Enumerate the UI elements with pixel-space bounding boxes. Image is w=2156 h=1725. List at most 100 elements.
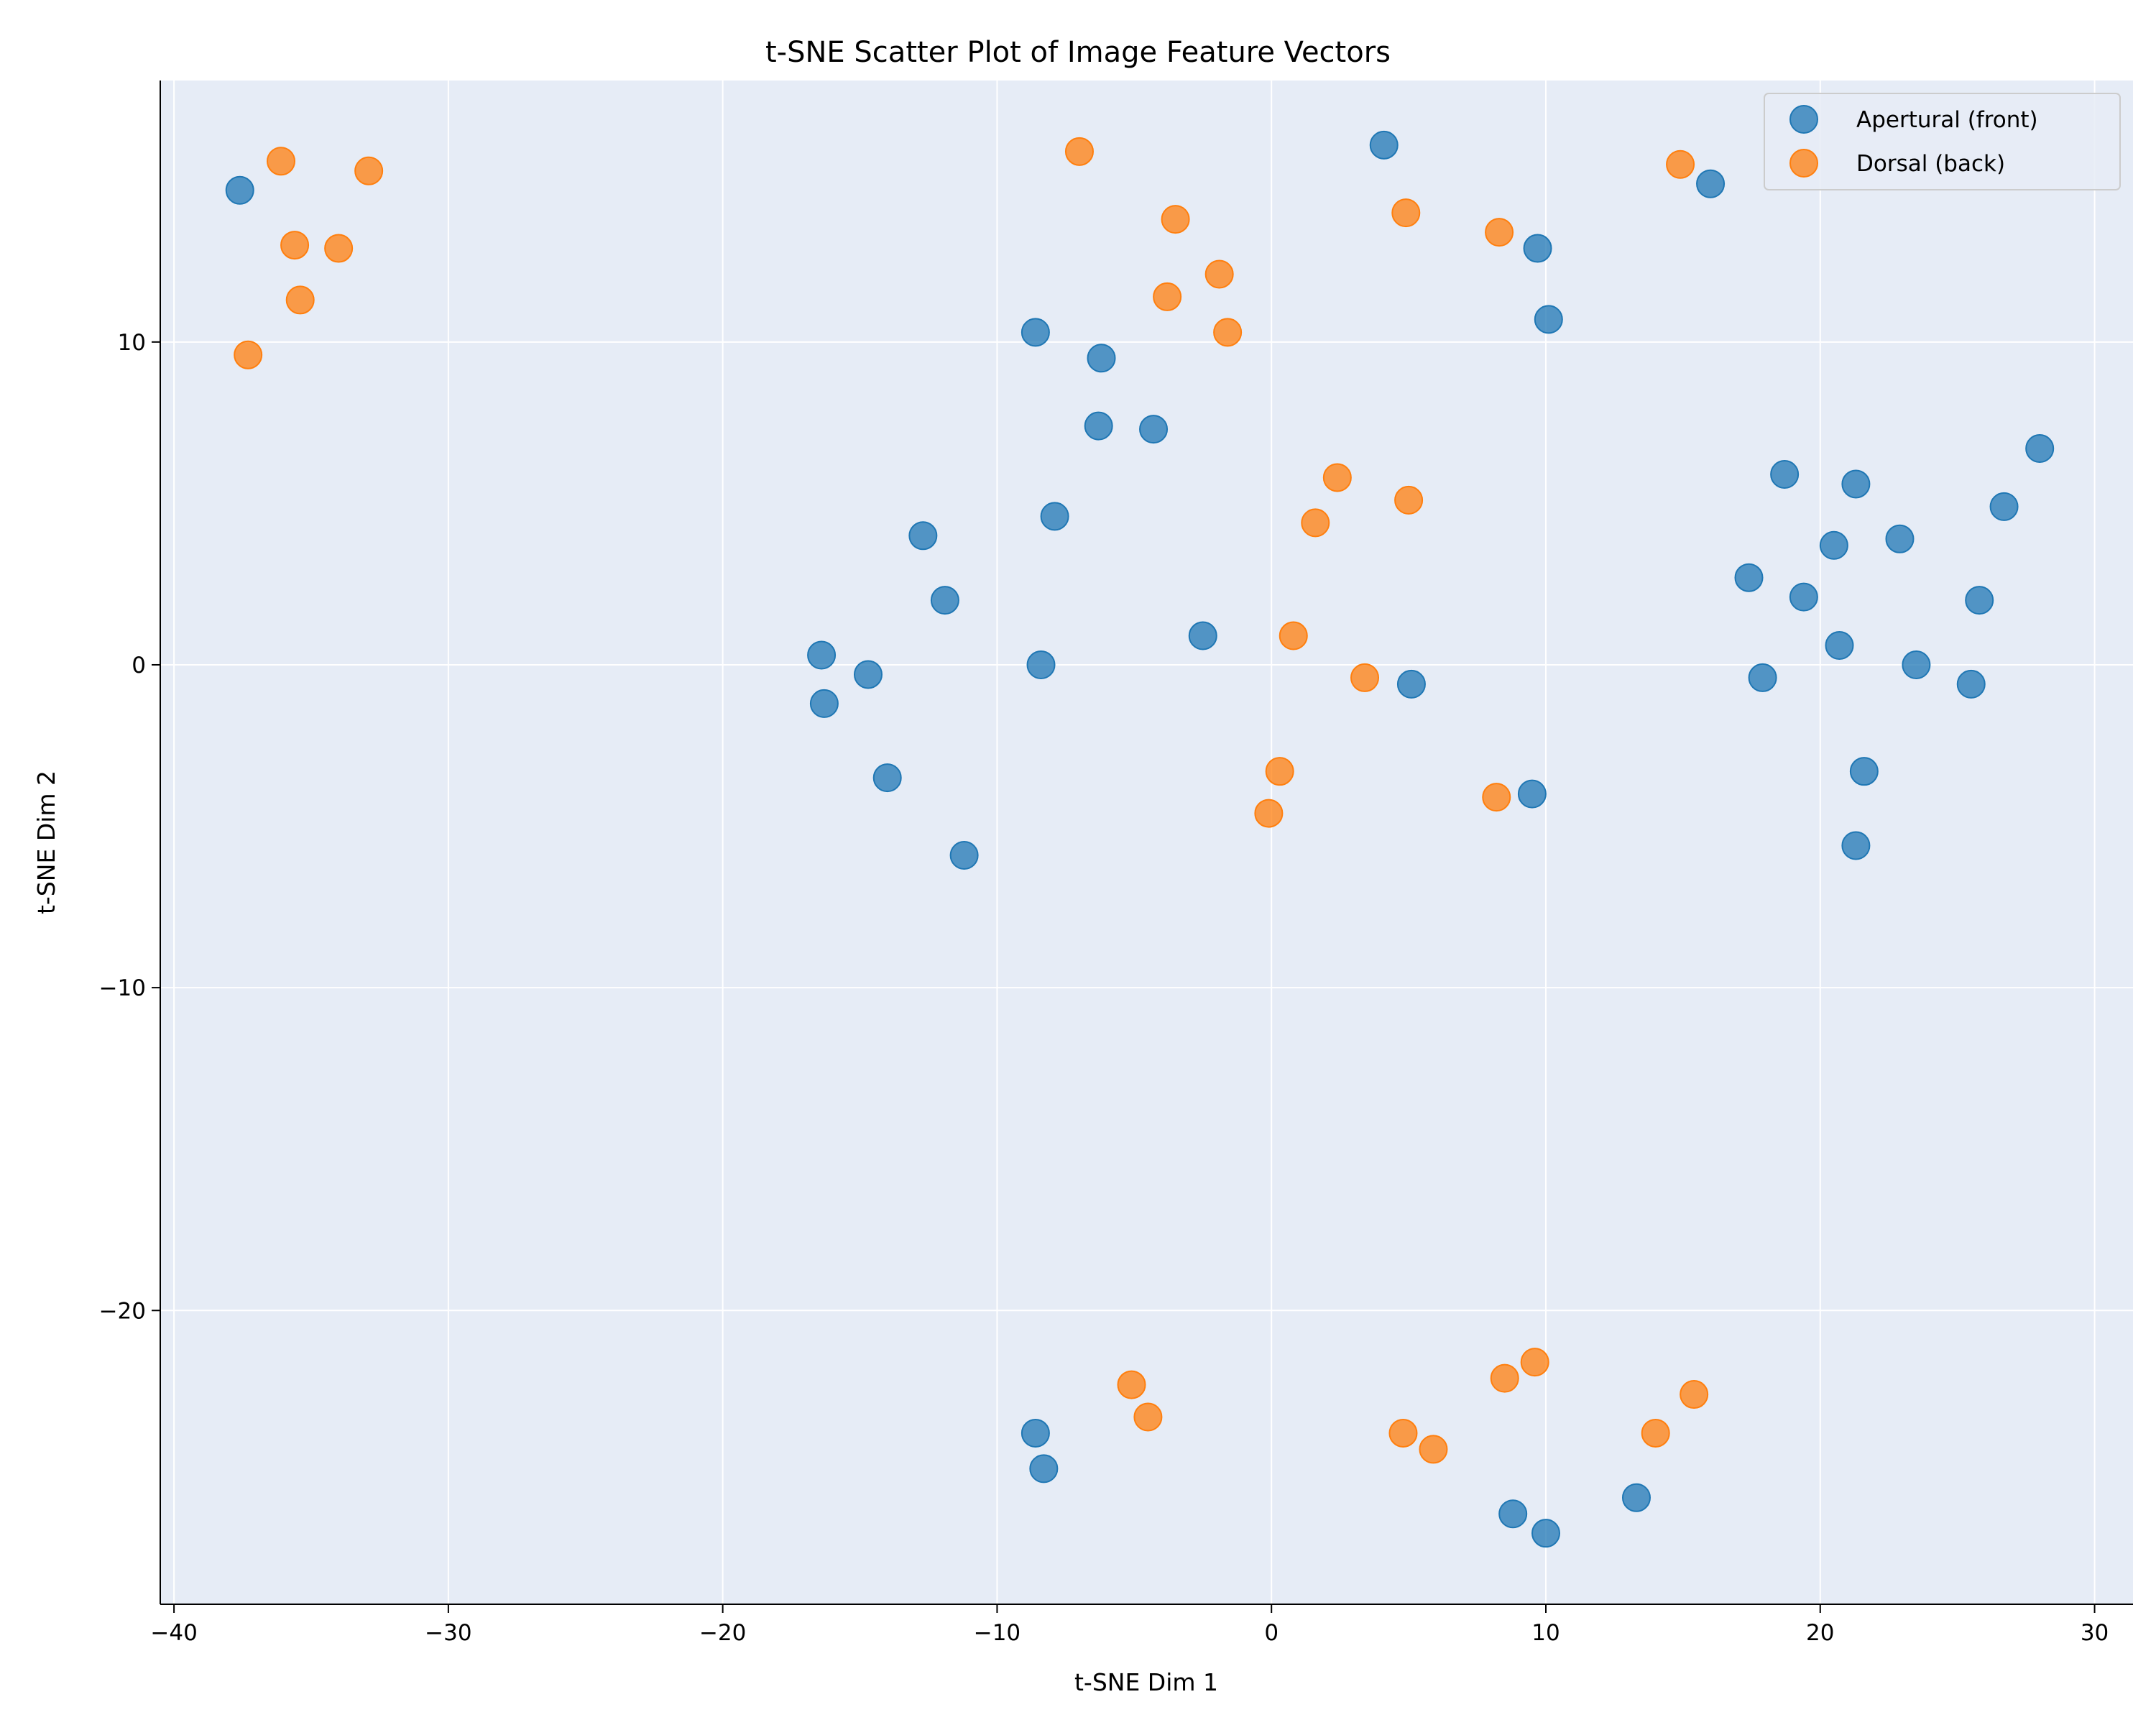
- scatter-point: [1621, 1483, 1651, 1512]
- scatter-point: [1350, 663, 1380, 692]
- scatter-point: [1520, 1348, 1549, 1377]
- scatter-point: [1485, 218, 1514, 247]
- legend-box: [1764, 93, 2121, 190]
- legend: Apertural (front) Dorsal (back): [1764, 93, 2121, 190]
- scatter-point: [1322, 463, 1352, 492]
- scatter-point: [1885, 524, 1915, 553]
- x-axis-ticks: −40 −30 −20 −10 0 10 20 30: [150, 1604, 2109, 1646]
- scatter-point: [1666, 150, 1695, 179]
- y-tick-label: −10: [99, 975, 146, 1001]
- scatter-point: [1213, 318, 1243, 347]
- scatter-point: [1117, 1370, 1146, 1399]
- x-tick-label: −30: [425, 1620, 471, 1646]
- scatter-point: [1369, 130, 1399, 160]
- scatter-point: [1139, 415, 1169, 444]
- scatter-point: [1188, 621, 1217, 650]
- scatter-point: [1388, 1418, 1418, 1448]
- grid-lines: [160, 80, 2133, 1604]
- scatter-point: [1391, 198, 1421, 228]
- scatter-point: [1789, 582, 1818, 612]
- scatter-point: [1517, 779, 1547, 809]
- x-tick-label: −10: [974, 1620, 1021, 1646]
- y-tick-label: 0: [132, 653, 146, 678]
- scatter-point: [949, 840, 979, 870]
- legend-marker-dorsal: [1789, 149, 1818, 178]
- scatter-point: [1680, 1380, 1709, 1409]
- x-axis-label: t-SNE Dim 1: [1074, 1668, 1218, 1696]
- scatter-point: [1084, 411, 1113, 441]
- scatter-point: [1819, 530, 1848, 560]
- scatter-point: [809, 689, 839, 718]
- plot-area: [160, 80, 2133, 1604]
- legend-label-dorsal: Dorsal (back): [1856, 151, 2005, 177]
- scatter-point: [1265, 757, 1294, 786]
- scatter-point: [1965, 586, 1994, 615]
- scatter-point: [1021, 318, 1050, 347]
- scatter-point: [930, 586, 959, 615]
- scatter-point: [2025, 434, 2055, 464]
- scatter-point: [872, 763, 902, 793]
- x-tick-label: −20: [699, 1620, 746, 1646]
- scatter-point: [1849, 757, 1879, 786]
- scatter-point: [1153, 282, 1182, 311]
- scatter-point: [1490, 1363, 1519, 1393]
- scatter-point: [266, 147, 295, 176]
- scatter-point: [280, 231, 310, 260]
- scatter-point: [285, 285, 315, 315]
- chart-title: t-SNE Scatter Plot of Image Feature Vect…: [765, 36, 1391, 69]
- scatter-point: [225, 175, 254, 205]
- scatter-point: [807, 640, 837, 670]
- axes: [160, 80, 2133, 1605]
- scatter-point: [1301, 508, 1330, 538]
- scatter-point: [908, 521, 938, 551]
- scatter-point: [1419, 1435, 1448, 1464]
- data-points: [225, 130, 2055, 1548]
- series-0: [225, 130, 2055, 1548]
- scatter-point: [1026, 650, 1056, 679]
- scatter-point: [1956, 669, 1986, 699]
- scatter-point: [1902, 650, 1931, 679]
- scatter-point: [1064, 137, 1094, 166]
- scatter-point: [1482, 783, 1511, 812]
- scatter-point: [1040, 502, 1069, 531]
- scatter-point: [1279, 621, 1308, 650]
- scatter-point: [1029, 1454, 1059, 1484]
- scatter-point: [1021, 1418, 1050, 1448]
- x-tick-label: 0: [1264, 1620, 1279, 1646]
- scatter-point: [324, 234, 354, 263]
- x-tick-label: 30: [2081, 1620, 2109, 1646]
- scatter-point: [1087, 344, 1116, 373]
- scatter-point: [1696, 169, 1726, 198]
- x-tick-label: 10: [1531, 1620, 1560, 1646]
- scatter-point: [1534, 305, 1563, 334]
- scatter-point: [1254, 799, 1284, 828]
- legend-label-apertural: Apertural (front): [1856, 107, 2038, 133]
- y-tick-label: 10: [118, 330, 146, 356]
- y-axis-ticks: −20 −10 0 10: [99, 330, 160, 1324]
- scatter-point: [1641, 1418, 1670, 1448]
- scatter-point: [1841, 469, 1871, 499]
- scatter-point: [1989, 492, 2019, 521]
- scatter-point: [1531, 1519, 1560, 1548]
- scatter-point: [1394, 485, 1424, 515]
- scatter-point: [1396, 669, 1426, 699]
- x-tick-label: −40: [150, 1620, 197, 1646]
- scatter-point: [1204, 259, 1234, 289]
- scatter-point: [234, 340, 263, 369]
- scatter-point: [853, 660, 883, 689]
- y-axis-label: t-SNE Dim 2: [32, 770, 60, 914]
- scatter-point: [1841, 831, 1871, 860]
- scatter-point: [1523, 234, 1552, 263]
- scatter-point: [354, 156, 384, 185]
- legend-marker-apertural: [1789, 105, 1818, 134]
- scatter-point: [1825, 631, 1854, 661]
- scatter-point: [1498, 1499, 1528, 1529]
- y-tick-label: −20: [99, 1298, 146, 1324]
- scatter-point: [1748, 663, 1777, 692]
- series-1: [234, 137, 1709, 1464]
- scatter-point: [1770, 459, 1800, 489]
- scatter-point: [1734, 563, 1764, 592]
- scatter-point: [1133, 1402, 1163, 1432]
- x-tick-label: 20: [1806, 1620, 1834, 1646]
- scatter-point: [1161, 205, 1190, 234]
